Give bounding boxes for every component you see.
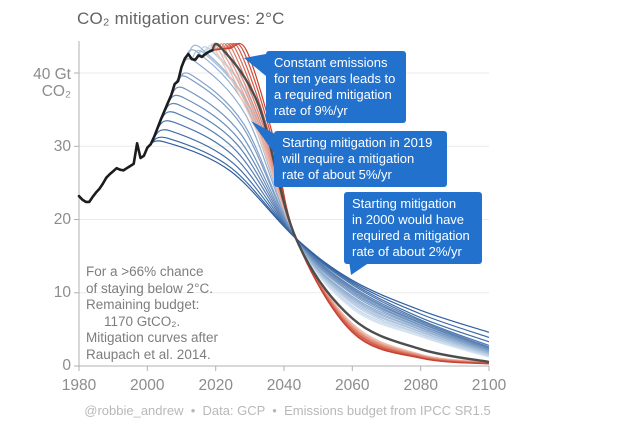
mitigation-curve-2019 <box>211 42 490 364</box>
x-axis-tick-label: 1980 <box>62 377 97 394</box>
y-axis-tick-label-40: 40 Gt <box>33 66 72 83</box>
annotation-line: Constant emissions <box>274 55 388 70</box>
mitigation-curve-2019-path <box>211 42 490 364</box>
annotation-line: required a mitigation <box>352 228 470 243</box>
x-axis-tick-label: 2100 <box>472 377 507 394</box>
annotation-line: rate of about 5%/yr <box>282 167 392 182</box>
annotation-pointer-start-2019 <box>251 121 275 154</box>
y-axis-tick-label-20: 20 <box>54 211 72 228</box>
annotation-start-2019: Starting mitigation in 2019 will require… <box>274 131 447 187</box>
y-axis-labels: 40 Gt CO₂ 30 20 10 0 <box>33 66 72 374</box>
budget-note-line: Mitigation curves after <box>86 330 219 345</box>
historical-emissions-path <box>77 49 214 204</box>
budget-note-line: of staying below 2°C. <box>86 280 213 296</box>
annotation-line: for ten years leads to <box>274 71 396 86</box>
budget-note-line: Remaining budget: <box>86 297 200 312</box>
x-axis-labels: 1980 2000 2020 2040 2060 2080 2100 <box>62 377 507 394</box>
x-axis-tick-label: 2080 <box>403 377 438 394</box>
y-axis-tick-label-0: 0 <box>62 357 71 374</box>
axes <box>74 41 490 371</box>
annotation-line: will require a mitigation <box>282 151 415 166</box>
annotation-line: a required mitigation <box>274 87 392 102</box>
x-axis-tick-label: 2060 <box>335 377 370 394</box>
annotation-start-2000: Starting mitigation in 2000 would have r… <box>344 192 482 264</box>
x-axis-tick-label: 2000 <box>130 377 165 394</box>
x-axis-tick-label: 2020 <box>198 377 233 394</box>
annotation-line: rate of 9%/yr <box>274 103 348 118</box>
budget-note-line: 1170 GtCO₂. <box>104 313 181 329</box>
annotation-line: Starting mitigation <box>352 196 457 211</box>
annotation-pointer-constant-emissions <box>244 54 266 76</box>
tick-marks <box>74 72 490 371</box>
annotation-line: Starting mitigation in 2019 <box>282 135 433 150</box>
historical-emissions-line <box>77 49 214 204</box>
budget-note-line: For a >66% chance <box>86 264 204 279</box>
annotation-line: in 2000 would have <box>352 212 465 227</box>
annotation-line: rate of about 2%/yr <box>352 244 462 259</box>
budget-note: For a >66% chance of staying below 2°C. … <box>86 264 218 363</box>
attribution-footer: @robbie_andrew • Data: GCP • Emissions b… <box>84 403 491 418</box>
y-axis-tick-label-10: 10 <box>54 284 72 301</box>
chart-title: CO₂ mitigation curves: 2°C <box>77 9 285 28</box>
y-axis-tick-label-30: 30 <box>54 138 72 155</box>
mitigation-curves-constant-emissions <box>210 42 490 365</box>
x-axis-tick-label: 2040 <box>267 377 302 394</box>
mitigation-curve-constant-until-2029 <box>212 42 490 365</box>
annotation-constant-emissions: Constant emissions for ten years leads t… <box>266 51 406 123</box>
budget-note-line: Raupach et al. 2014. <box>86 346 211 362</box>
y-axis-unit-label: CO₂ <box>42 83 71 100</box>
